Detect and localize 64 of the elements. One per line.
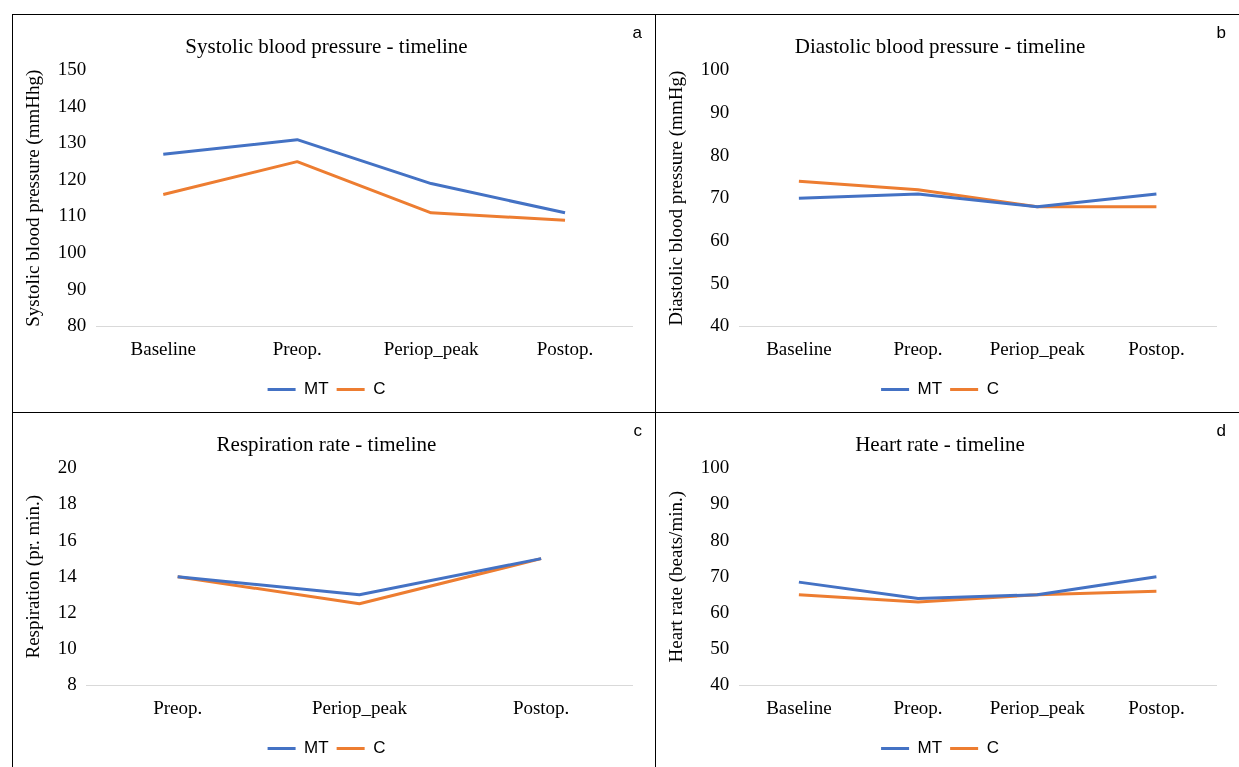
x-tick-label: Postop. xyxy=(1128,337,1185,359)
y-axis-title: Respiration (pr. min.) xyxy=(22,494,45,659)
x-tick-label: Preop. xyxy=(893,696,943,718)
y-tick-label: 16 xyxy=(57,528,77,550)
x-tick-label: Preop. xyxy=(153,696,203,718)
y-tick-label: 70 xyxy=(710,186,730,208)
y-axis-title: Heart rate (beats/min.) xyxy=(665,490,688,663)
y-tick-label: 50 xyxy=(710,637,730,659)
y-tick-label: 90 xyxy=(67,277,87,299)
x-tick-label: Baseline xyxy=(130,337,196,359)
y-tick-label: 80 xyxy=(710,143,730,165)
text: d xyxy=(1216,421,1226,441)
y-tick-label: 18 xyxy=(57,492,77,514)
legend-label: C xyxy=(373,738,386,758)
y-tick-label: 100 xyxy=(57,241,87,263)
x-tick-label: Periop_peak xyxy=(989,337,1086,359)
x-tick-label: Postop. xyxy=(1128,696,1185,718)
y-axis-title: Diastolic blood pressure (mmHg) xyxy=(665,70,688,326)
y-tick-label: 110 xyxy=(58,204,87,226)
y-tick-label: 12 xyxy=(57,600,77,622)
x-tick-label: Periop_peak xyxy=(989,696,1086,718)
y-tick-label: 130 xyxy=(57,131,87,153)
y-tick-label: 60 xyxy=(710,600,730,622)
y-tick-label: 90 xyxy=(710,492,730,514)
chart-title: Diastolic blood pressure - timeline xyxy=(794,34,1086,59)
x-tick-label: Periop_peak xyxy=(383,337,480,359)
y-tick-label: 70 xyxy=(710,564,730,586)
y-tick-label: 40 xyxy=(710,673,730,695)
x-tick-label: Postop. xyxy=(536,337,594,359)
legend-label: MT xyxy=(304,738,329,758)
chart-title: Heart rate - timeline xyxy=(855,432,1025,457)
y-tick-label: 100 xyxy=(700,58,730,80)
y-tick-label: 140 xyxy=(57,94,87,116)
chart-title: Systolic blood pressure - timeline xyxy=(185,34,468,59)
legend-label: MT xyxy=(917,738,943,758)
legend-label: C xyxy=(986,379,999,399)
x-tick-label: Periop_peak xyxy=(311,696,408,718)
y-axis-title: Systolic blood pressure (mmHhg) xyxy=(22,69,45,327)
text: c xyxy=(633,421,643,441)
x-tick-label: Preop. xyxy=(272,337,322,359)
y-tick-label: 60 xyxy=(710,228,730,250)
y-tick-label: 14 xyxy=(57,564,78,586)
y-tick-label: 150 xyxy=(57,58,87,80)
y-tick-label: 40 xyxy=(710,314,730,336)
legend-label: MT xyxy=(917,379,943,399)
y-tick-label: 10 xyxy=(57,637,77,659)
legend-label: C xyxy=(373,379,386,399)
x-tick-label: Baseline xyxy=(766,337,832,359)
legend-label: C xyxy=(986,738,999,758)
text: a xyxy=(632,23,643,43)
y-tick-label: 8 xyxy=(67,673,77,695)
legend-label: MT xyxy=(304,379,329,399)
y-tick-label: 80 xyxy=(67,314,87,336)
chart-title: Respiration rate - timeline xyxy=(216,432,437,457)
y-tick-label: 120 xyxy=(57,167,87,189)
x-tick-label: Postop. xyxy=(512,696,570,718)
text: b xyxy=(1216,23,1226,43)
y-tick-label: 80 xyxy=(710,528,730,550)
y-tick-label: 50 xyxy=(710,271,730,293)
x-tick-label: Baseline xyxy=(766,696,832,718)
x-tick-label: Preop. xyxy=(893,337,943,359)
y-tick-label: 90 xyxy=(710,100,730,122)
y-tick-label: 100 xyxy=(700,456,730,478)
y-tick-label: 20 xyxy=(57,456,77,478)
